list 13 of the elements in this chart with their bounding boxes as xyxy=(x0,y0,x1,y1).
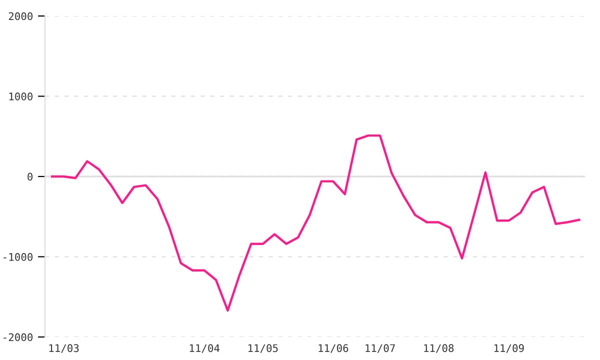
y-tick-label: 0 xyxy=(28,172,33,181)
x-tick-label: 11/06 xyxy=(318,344,348,353)
y-tick-label: 1000 xyxy=(9,92,33,100)
x-tick-label: 11/09 xyxy=(494,344,524,353)
y-tick-label: -1000 xyxy=(4,253,33,261)
x-tick-label: 11/08 xyxy=(424,344,454,353)
x-tick-label: 11/03 xyxy=(49,344,79,353)
line-series xyxy=(50,134,580,312)
x-tick-label: 11/05 xyxy=(248,344,278,353)
x-tick-label: 11/04 xyxy=(190,344,220,353)
x-tick-label: 11/07 xyxy=(366,344,395,353)
y-tick-label: -2000 xyxy=(4,333,33,342)
y-tick-label: 2000 xyxy=(8,12,33,20)
